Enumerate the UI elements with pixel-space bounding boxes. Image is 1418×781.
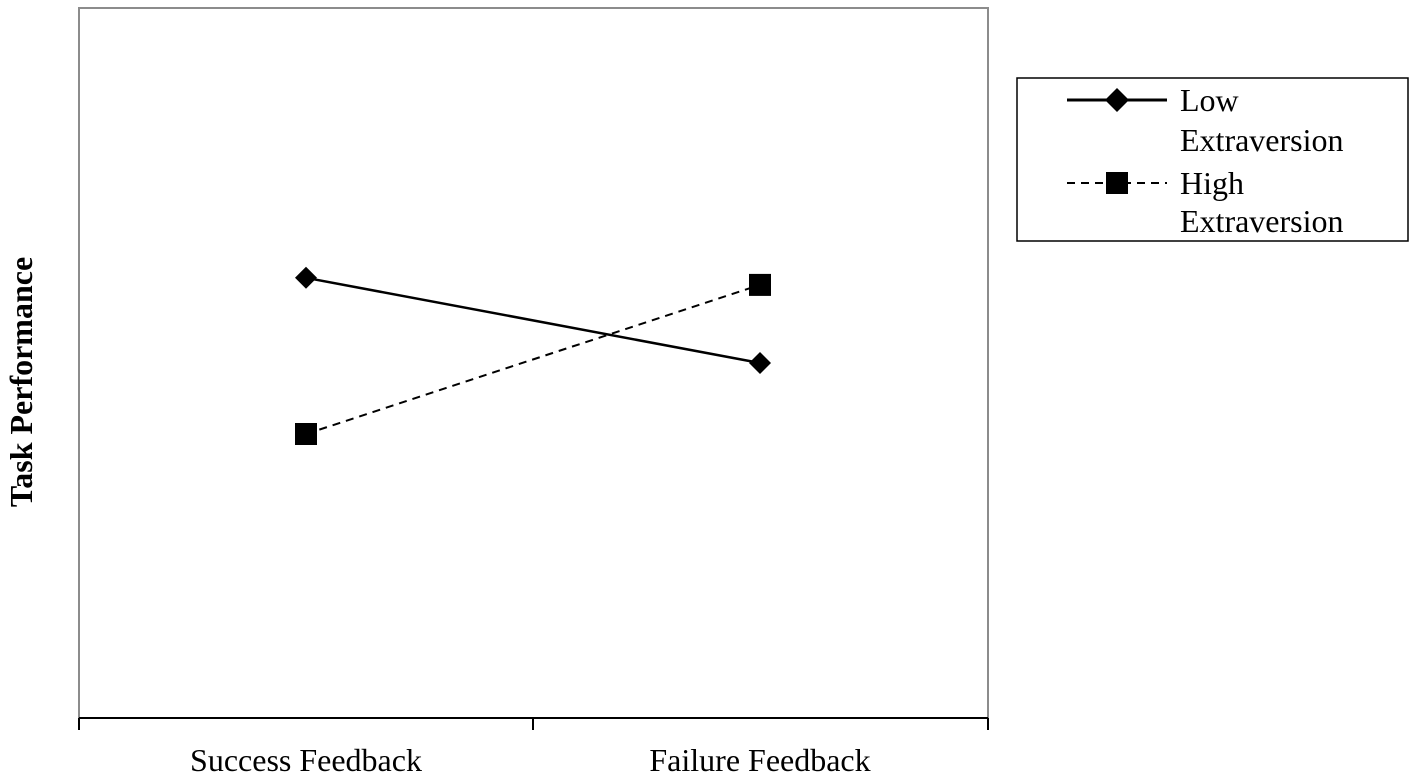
legend-label-low-extraversion-line1: Low [1180,82,1239,118]
y-axis-label: Task Performance [3,257,39,507]
series-line-low-extraversion [305,276,761,365]
series-line-high-extraversion [305,283,761,435]
x-tick-label-failure: Failure Feedback [649,742,870,778]
legend-marker-high-extraversion [1106,172,1128,194]
legend-label-high-extraversion-line2: Extraversion [1180,203,1344,239]
data-point-low-extraversion-1 [295,266,317,289]
plot-area [78,7,989,719]
legend-box [1016,77,1409,242]
series-layer [295,266,771,445]
x-tick-label-success: Success Feedback [190,742,422,778]
legend-marker-low-extraversion [1105,88,1129,112]
legend-label-low-extraversion-line2: Extraversion [1180,122,1344,158]
legend-label-high-extraversion-line1: High [1180,165,1244,201]
data-point-low-extraversion-2 [749,352,771,374]
data-point-high-extraversion-1 [295,423,317,445]
data-point-high-extraversion-2 [749,273,771,296]
legend: Low Extraversion High Extraversion [1016,77,1409,242]
